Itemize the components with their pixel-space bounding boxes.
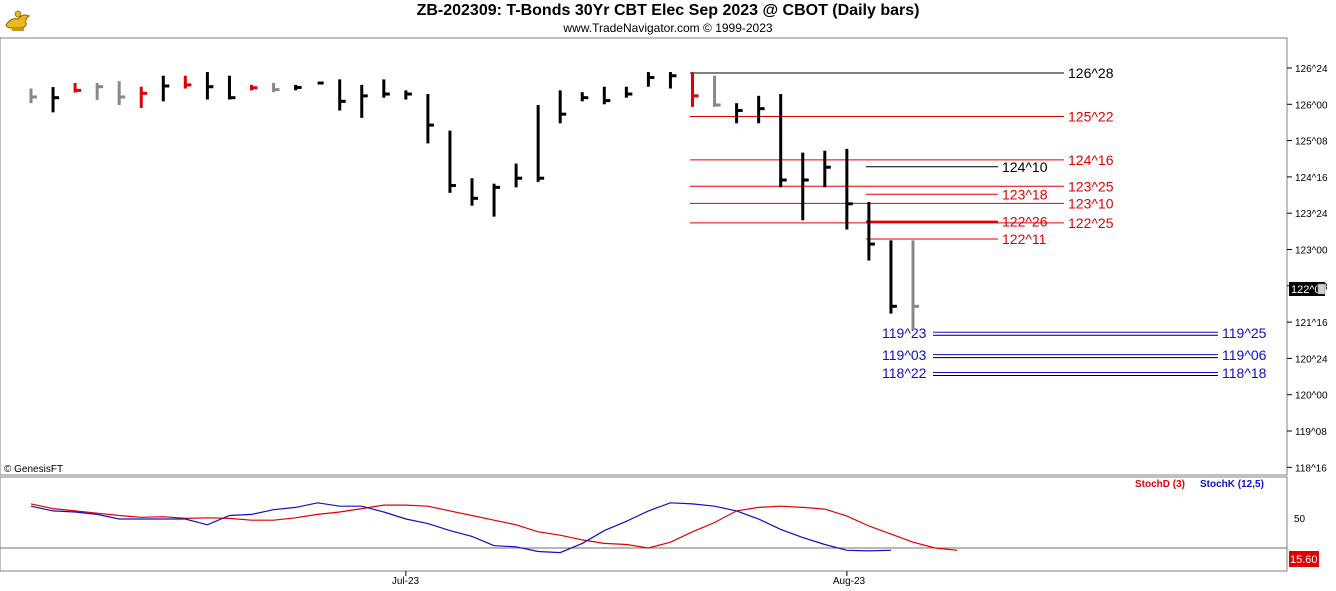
ohlc-bar — [426, 94, 434, 144]
ohlc-bar — [845, 148, 853, 230]
level-label: 123^18 — [1002, 186, 1048, 202]
support-label-right: 119^25 — [1222, 325, 1267, 341]
price-tick-label: 126^00 — [1295, 100, 1328, 111]
date-tick-label: Jul-23 — [392, 576, 420, 587]
price-axis: 126^24 126^00 125^08 124^16 123^24 123^00 122^… — [1287, 64, 1328, 474]
price-tick-label: 118^16 — [1295, 463, 1327, 474]
ohlc-bar — [51, 87, 60, 113]
ohlc-bar — [558, 90, 567, 124]
price-tick-label: 121^16 — [1295, 318, 1328, 329]
date-tick-label: Aug-23 — [833, 576, 866, 587]
stoch-last-badge: 15.60 — [1289, 551, 1319, 567]
ohlc-bar — [73, 83, 82, 93]
ohlc-bar — [183, 75, 192, 89]
price-tick-label: 120^00 — [1295, 391, 1328, 402]
stoch-last-value: 15.60 — [1290, 554, 1318, 566]
ohlc-bar — [117, 81, 126, 105]
price-tick-label: 119^08 — [1295, 427, 1327, 438]
support-label-left: 119^03 — [882, 347, 927, 363]
ohlc-bar — [580, 92, 589, 102]
ohlc-bar — [470, 178, 478, 206]
last-price-badge: 122^06 — [1289, 282, 1327, 296]
ohlc-bar — [95, 83, 104, 100]
ohlc-bar — [139, 86, 148, 108]
ohlc-bar — [867, 201, 875, 261]
price-levels: 126^28 125^22 124^16 124^10 123^25 123^18 123^… — [690, 65, 1267, 381]
level-label: 122^11 — [1002, 231, 1047, 247]
stoch-line — [30, 503, 958, 551]
support-label-right: 118^18 — [1222, 365, 1267, 381]
level-label: 124^10 — [1002, 159, 1048, 175]
ohlc-bar — [294, 84, 302, 91]
ohlc-bar — [911, 240, 919, 331]
ohlc-bar — [801, 152, 809, 221]
chart-header: ZB-202309: T-Bonds 30Yr CBT Elec Sep 202… — [0, 0, 1336, 38]
ohlc-bar — [382, 79, 390, 98]
ohlc-bar — [338, 79, 346, 111]
support-label-right: 119^06 — [1222, 347, 1267, 363]
level-label: 123^25 — [1068, 178, 1114, 194]
price-tick-label: 124^16 — [1295, 173, 1328, 184]
ohlc-bar — [757, 95, 765, 124]
ohlc-bar — [272, 83, 280, 93]
ohlc-bar — [735, 103, 743, 124]
stochD-legend: StochD (3) — [1135, 479, 1185, 490]
ohlc-bar — [889, 240, 897, 314]
ohlc-bar — [668, 72, 677, 89]
price-tick-label: 123^24 — [1295, 209, 1328, 220]
genie-lamp-logo-icon — [5, 10, 31, 31]
price-tick-label: 123^00 — [1295, 246, 1328, 257]
ohlc-bar — [713, 75, 721, 107]
ohlc-bar — [646, 72, 655, 87]
ohlc-bar — [250, 84, 258, 91]
ohlc-bars — [29, 72, 919, 331]
level-label: 122^25 — [1068, 215, 1114, 231]
chart-title: ZB-202309: T-Bonds 30Yr CBT Elec Sep 202… — [416, 2, 920, 19]
ohlc-bar — [492, 183, 501, 217]
ohlc-bar — [691, 72, 699, 107]
level-label: 125^22 — [1068, 108, 1114, 124]
ohlc-bar — [624, 86, 633, 98]
ohlc-bar — [29, 88, 37, 104]
stochK-legend: StochK (12,5) — [1200, 479, 1264, 490]
level-label: 123^10 — [1068, 195, 1114, 211]
ohlc-bar — [779, 94, 787, 188]
support-label-left: 118^22 — [882, 365, 927, 381]
price-tick-label: 120^24 — [1295, 354, 1328, 365]
level-label: 124^16 — [1068, 152, 1114, 168]
ohlc-bar — [448, 130, 456, 193]
support-label-left: 119^23 — [882, 325, 927, 341]
level-label: 126^28 — [1068, 65, 1114, 81]
stochastic-panel — [30, 502, 958, 554]
ohlc-bar — [205, 72, 214, 100]
ohlc-bar — [227, 75, 236, 100]
ohlc-bar — [360, 84, 368, 118]
price-tick-label: 126^24 — [1295, 64, 1328, 75]
stoch-axis-50: 50 — [1294, 514, 1306, 525]
date-axis: Jul-23 Aug-23 — [392, 571, 866, 587]
stoch-line — [30, 502, 892, 554]
ohlc-bar — [823, 150, 831, 188]
copyright-label: © GenesisFT — [4, 464, 63, 475]
ohlc-bar — [514, 163, 523, 188]
ohlc-bar — [404, 90, 412, 100]
ohlc-bar — [161, 75, 170, 102]
chart-subtitle: www.TradeNavigator.com © 1999-2023 — [563, 21, 773, 35]
ohlc-bar — [602, 86, 611, 105]
plot-frame — [0, 37, 1288, 572]
ohlc-bar — [536, 105, 545, 182]
level-label: 122^26 — [1002, 214, 1048, 230]
price-tick-label: 125^08 — [1295, 137, 1328, 148]
